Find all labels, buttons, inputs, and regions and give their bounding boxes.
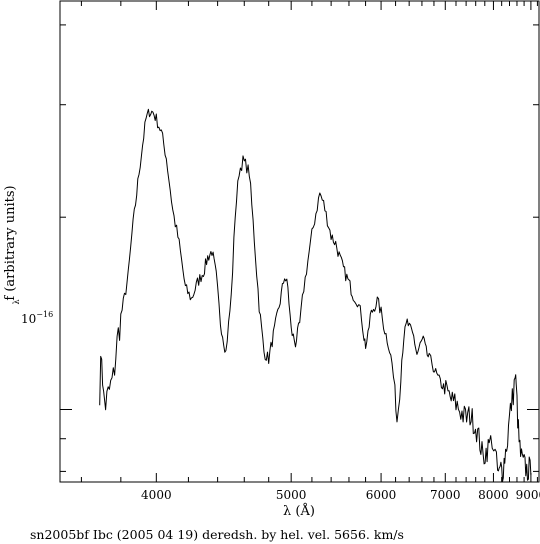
y-tick-label: 10−16 <box>21 310 53 326</box>
x-tick-label: 8000 <box>478 488 509 502</box>
x-axis-ticks: 4000 5000 6000 7000 8000 9000 <box>80 1 540 502</box>
spectrum-line <box>99 108 532 483</box>
chart-caption: sn2005bf Ibc (2005 04 19) deredsh. by he… <box>30 527 404 542</box>
plot-frame <box>59 0 540 483</box>
y-axis-label: f (arbitrary units) <box>3 185 18 300</box>
x-tick-label: 5000 <box>276 488 307 502</box>
y-axis-ticks <box>60 24 539 472</box>
x-axis-label: λ (Å) <box>283 503 315 519</box>
y-axis-label-subscript: λ <box>12 299 21 304</box>
x-tick-label: 4000 <box>141 488 172 502</box>
x-tick-label: 6000 <box>366 488 397 502</box>
x-tick-label: 9000 <box>516 488 540 502</box>
x-tick-label: 7000 <box>430 488 461 502</box>
